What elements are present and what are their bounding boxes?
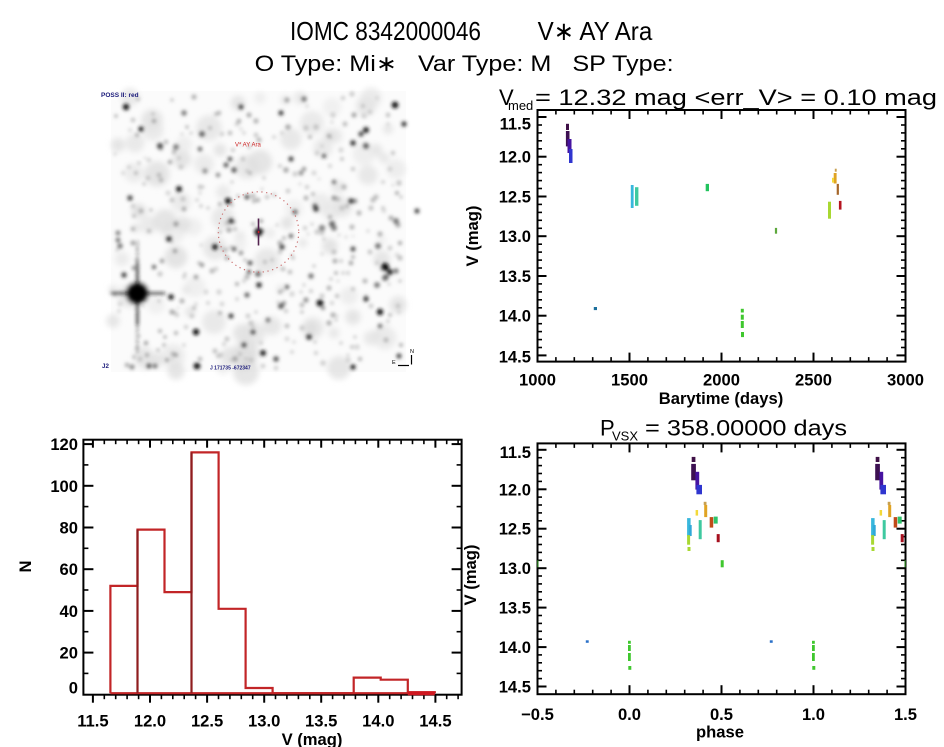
svg-text:14.5: 14.5 — [499, 347, 531, 366]
svg-text:13.0: 13.0 — [499, 227, 531, 246]
svg-text:14.0: 14.0 — [499, 307, 531, 326]
svg-text:11.5: 11.5 — [500, 115, 531, 134]
svg-text:12.5: 12.5 — [499, 520, 531, 539]
svg-text:20: 20 — [60, 644, 78, 663]
svg-text:Barytime (days): Barytime (days) — [659, 389, 784, 408]
svg-text:12.0: 12.0 — [499, 148, 531, 167]
svg-text:−0.5: −0.5 — [521, 705, 554, 724]
svg-text:= 12.32 mag <err_V> = 0.10 mag: = 12.32 mag <err_V> = 0.10 mag — [535, 85, 937, 110]
svg-text:N: N — [16, 561, 35, 573]
svg-text:14.0: 14.0 — [499, 638, 531, 657]
svg-text:O Type: Mi∗ Var Type: M SP: O Type: Mi∗ Var Type: M SP Type: — [255, 51, 674, 76]
svg-text:V* AY Ara: V* AY Ara — [235, 143, 261, 149]
svg-text:40: 40 — [60, 602, 78, 621]
svg-text:12.5: 12.5 — [499, 188, 531, 207]
svg-text:J2: J2 — [102, 363, 109, 370]
svg-text:100: 100 — [50, 477, 78, 496]
svg-text:V (mag): V (mag) — [463, 206, 482, 267]
svg-text:1.0: 1.0 — [802, 705, 825, 724]
svg-text:V (mag): V (mag) — [461, 545, 480, 606]
svg-text:0.0: 0.0 — [618, 705, 641, 724]
svg-text:14.5: 14.5 — [419, 712, 451, 731]
svg-text:0.5: 0.5 — [710, 705, 733, 724]
svg-text:14.5: 14.5 — [499, 678, 531, 697]
svg-text:phase: phase — [696, 723, 744, 742]
svg-text:13.5: 13.5 — [499, 267, 531, 286]
svg-text:13.5: 13.5 — [305, 712, 337, 731]
svg-text:2000: 2000 — [703, 370, 740, 389]
svg-text:12.5: 12.5 — [191, 712, 223, 731]
svg-text:120: 120 — [50, 435, 78, 454]
svg-text:11.5: 11.5 — [500, 443, 531, 462]
svg-text:0: 0 — [69, 679, 78, 698]
svg-text:13.0: 13.0 — [499, 559, 531, 578]
svg-text:80: 80 — [60, 519, 78, 538]
svg-text:V∗ AY Ara: V∗ AY Ara — [538, 16, 653, 46]
svg-text:V (mag): V (mag) — [282, 730, 343, 747]
svg-text:13.5: 13.5 — [499, 599, 531, 618]
svg-text:V: V — [499, 85, 514, 110]
svg-text:12.0: 12.0 — [134, 712, 166, 731]
svg-text:1500: 1500 — [611, 370, 648, 389]
svg-text:13.0: 13.0 — [248, 712, 280, 731]
svg-text:N: N — [410, 349, 414, 355]
svg-text:11.5: 11.5 — [77, 712, 108, 731]
svg-text:1.5: 1.5 — [894, 705, 917, 724]
svg-text:60: 60 — [60, 560, 78, 579]
svg-text:VSX: VSX — [612, 429, 638, 444]
svg-text:J 171735 -672347: J 171735 -672347 — [210, 366, 251, 372]
svg-text:3000: 3000 — [887, 370, 924, 389]
svg-text:POSS II: red: POSS II: red — [101, 92, 139, 99]
svg-text:E: E — [392, 360, 396, 366]
svg-text:med: med — [508, 98, 533, 113]
svg-text:14.0: 14.0 — [362, 712, 394, 731]
svg-text:= 358.00000 days: = 358.00000 days — [645, 416, 847, 441]
svg-text:2500: 2500 — [795, 370, 832, 389]
svg-text:1000: 1000 — [519, 370, 556, 389]
svg-text:12.0: 12.0 — [499, 480, 531, 499]
svg-text:IOMC 8342000046: IOMC 8342000046 — [290, 16, 481, 46]
svg-text:P: P — [600, 416, 615, 441]
